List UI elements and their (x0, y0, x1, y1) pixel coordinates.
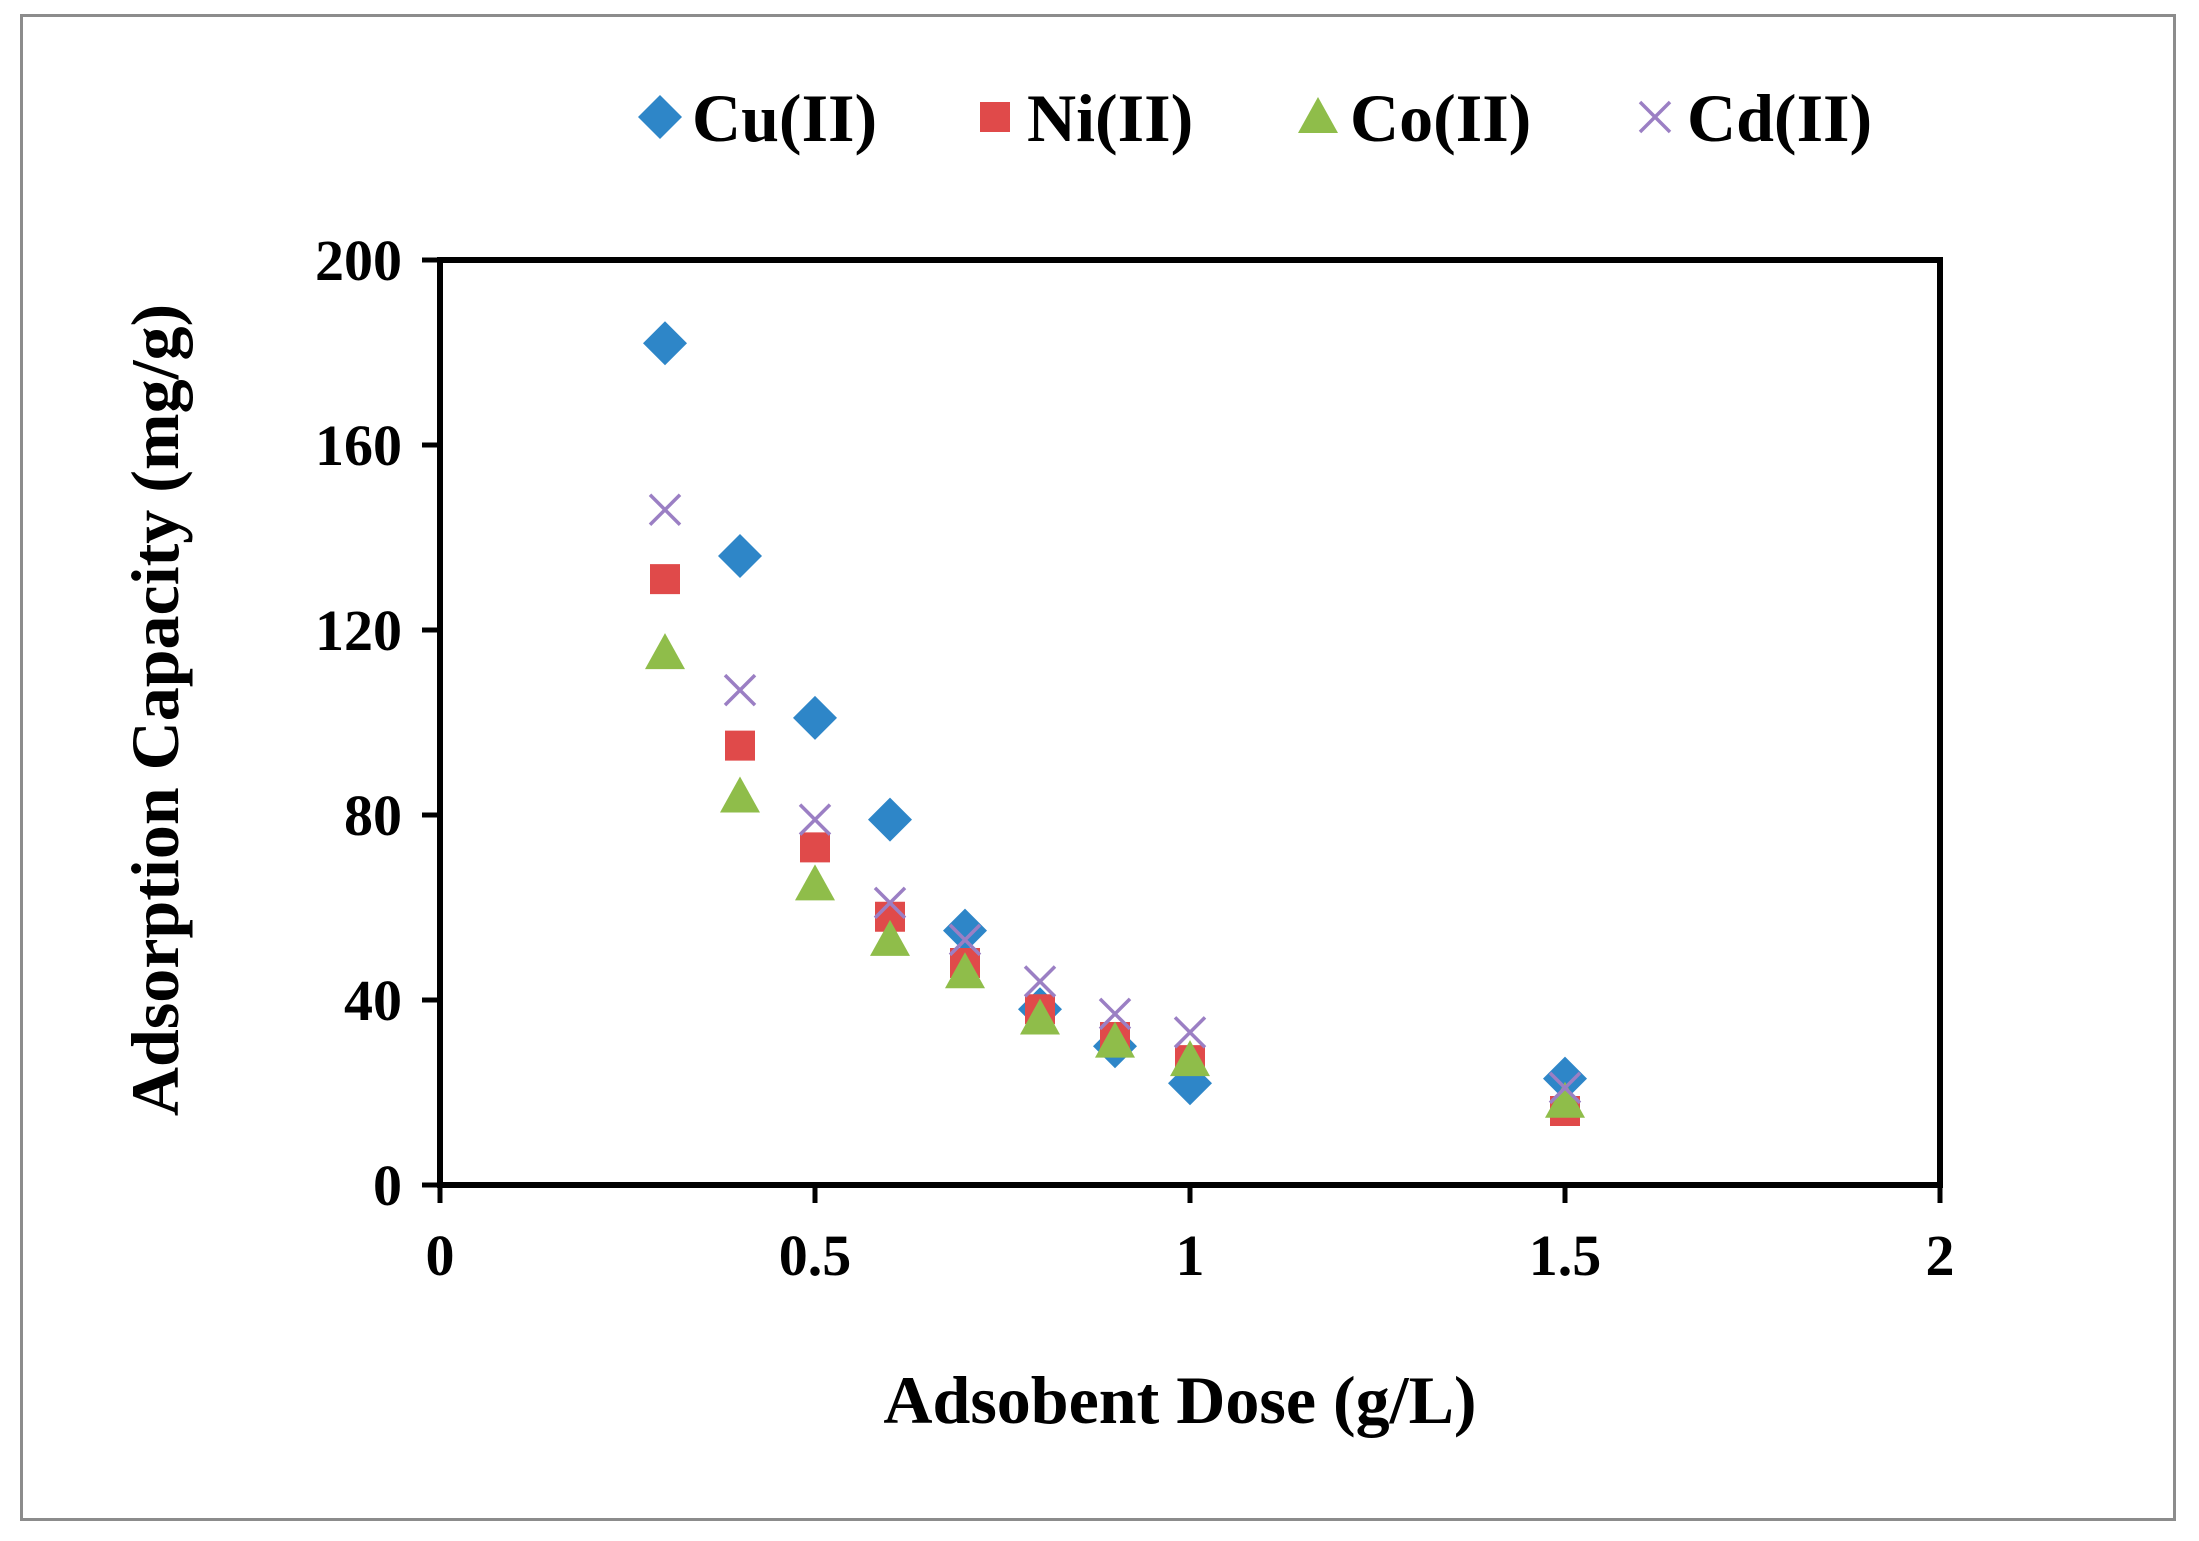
x-tick-label: 0 (426, 1223, 455, 1288)
data-points (643, 321, 1587, 1126)
data-point-coii (1020, 998, 1060, 1035)
data-point-cdii (1548, 1071, 1582, 1105)
data-point-coii (1170, 1040, 1210, 1077)
data-point-cuii (868, 797, 912, 842)
series-cdii (648, 493, 1582, 1105)
plot-border (437, 257, 1943, 1188)
data-point-coii (1545, 1081, 1585, 1118)
data-point-niii (800, 832, 830, 863)
data-point-cdii (1023, 965, 1057, 998)
legend-label-cuii: Cu(II) (692, 80, 877, 156)
x-axis-title: Adsobent Dose (g/L) (883, 1362, 1476, 1438)
data-point-cdii (798, 803, 832, 836)
y-axis-title: Adsorption Capacity (mg/g) (117, 304, 193, 1116)
y-tick-label: 200 (315, 228, 402, 293)
x-axis-ticks: 0 0.5 1 1.5 2 (426, 1185, 1955, 1288)
data-point-cuii (943, 908, 987, 953)
data-point-cuii (793, 695, 837, 740)
data-point-cdii (1173, 1016, 1207, 1049)
data-point-cdii (948, 923, 982, 957)
data-point-cdii (873, 886, 907, 920)
y-tick-label: 160 (315, 413, 402, 478)
y-tick-label: 0 (373, 1153, 402, 1218)
legend-label-cdii: Cd(II) (1687, 80, 1872, 156)
legend-label-coii: Co(II) (1350, 80, 1531, 156)
data-point-niii (725, 730, 755, 761)
legend: Cu(II) Ni(II) Co(II) Cd(II) (638, 80, 1872, 156)
y-tick-label: 40 (344, 968, 402, 1033)
x-tick-label: 0.5 (779, 1223, 852, 1288)
data-point-cdii (1098, 997, 1132, 1031)
data-point-cdii (648, 493, 682, 526)
data-point-coii (645, 633, 685, 670)
chart-frame (20, 14, 2176, 1521)
legend-label-niii: Ni(II) (1027, 80, 1193, 156)
x-tick-label: 1 (1176, 1223, 1205, 1288)
y-tick-label: 80 (344, 783, 402, 848)
data-point-coii (720, 776, 760, 813)
data-point-coii (795, 864, 835, 901)
legend-marker-niii (980, 102, 1010, 132)
data-point-coii (870, 919, 910, 956)
x-tick-label: 1.5 (1529, 1223, 1602, 1288)
legend-marker-coii (1298, 97, 1338, 133)
legend-marker-cuii (638, 95, 682, 139)
data-point-cdii (723, 673, 757, 707)
data-point-cuii (1543, 1056, 1587, 1101)
data-point-niii (650, 564, 680, 595)
y-tick-label: 120 (315, 598, 402, 663)
series-coii (645, 633, 1585, 1118)
data-point-cuii (718, 534, 762, 578)
x-tick-label: 2 (1926, 1223, 1955, 1288)
data-point-coii (945, 952, 985, 989)
legend-marker-cdii (1638, 100, 1672, 134)
plot-area (437, 257, 1943, 1188)
y-axis-ticks: 0 40 80 120 160 200 (315, 228, 440, 1218)
data-point-cuii (643, 321, 687, 366)
series-cuii (643, 321, 1587, 1106)
data-point-coii (1095, 1021, 1135, 1058)
